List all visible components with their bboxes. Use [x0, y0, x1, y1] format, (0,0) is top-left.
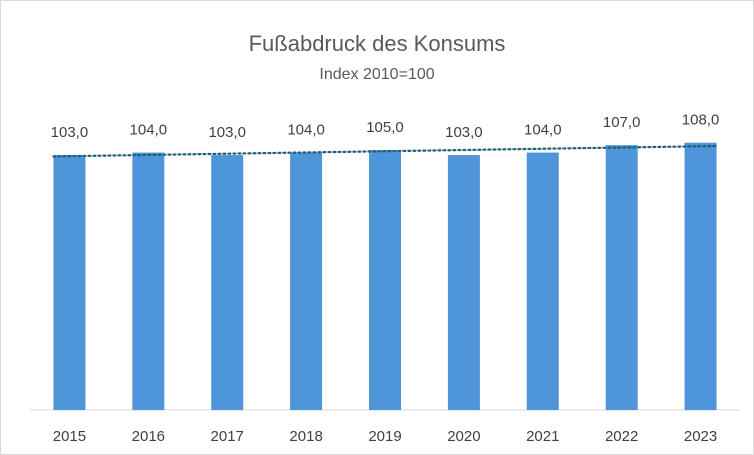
x-tick-label: 2016 [132, 428, 165, 445]
bar [605, 145, 638, 411]
value-label: 103,0 [51, 124, 89, 141]
bar [211, 155, 244, 410]
trendline [52, 144, 718, 158]
value-label: 104,0 [287, 122, 325, 139]
value-label: 103,0 [445, 124, 483, 141]
bar [369, 150, 401, 410]
bar [526, 152, 559, 410]
value-label: 108,0 [682, 112, 720, 129]
value-label: 103,0 [208, 124, 246, 141]
chart-subtitle: Index 2010=100 [319, 66, 434, 83]
value-label: 104,0 [130, 122, 168, 139]
bar [684, 142, 717, 410]
x-tick-label: 2022 [605, 428, 638, 445]
value-label: 105,0 [366, 119, 404, 136]
bar [53, 155, 86, 410]
value-label: 104,0 [524, 122, 562, 139]
bar [447, 155, 480, 410]
x-tick-label: 2018 [289, 428, 322, 445]
x-tick-label: 2023 [684, 428, 717, 445]
x-tick-label: 2020 [447, 428, 480, 445]
chart-title: Fußabdruck des Konsums [249, 31, 506, 56]
x-tick-label: 2017 [211, 428, 244, 445]
x-tick-label: 2021 [526, 428, 559, 445]
x-tick-label: 2015 [53, 428, 86, 445]
x-tick-label: 2019 [368, 428, 401, 445]
bar [132, 152, 165, 410]
bar [290, 152, 323, 410]
value-label: 107,0 [603, 114, 641, 131]
